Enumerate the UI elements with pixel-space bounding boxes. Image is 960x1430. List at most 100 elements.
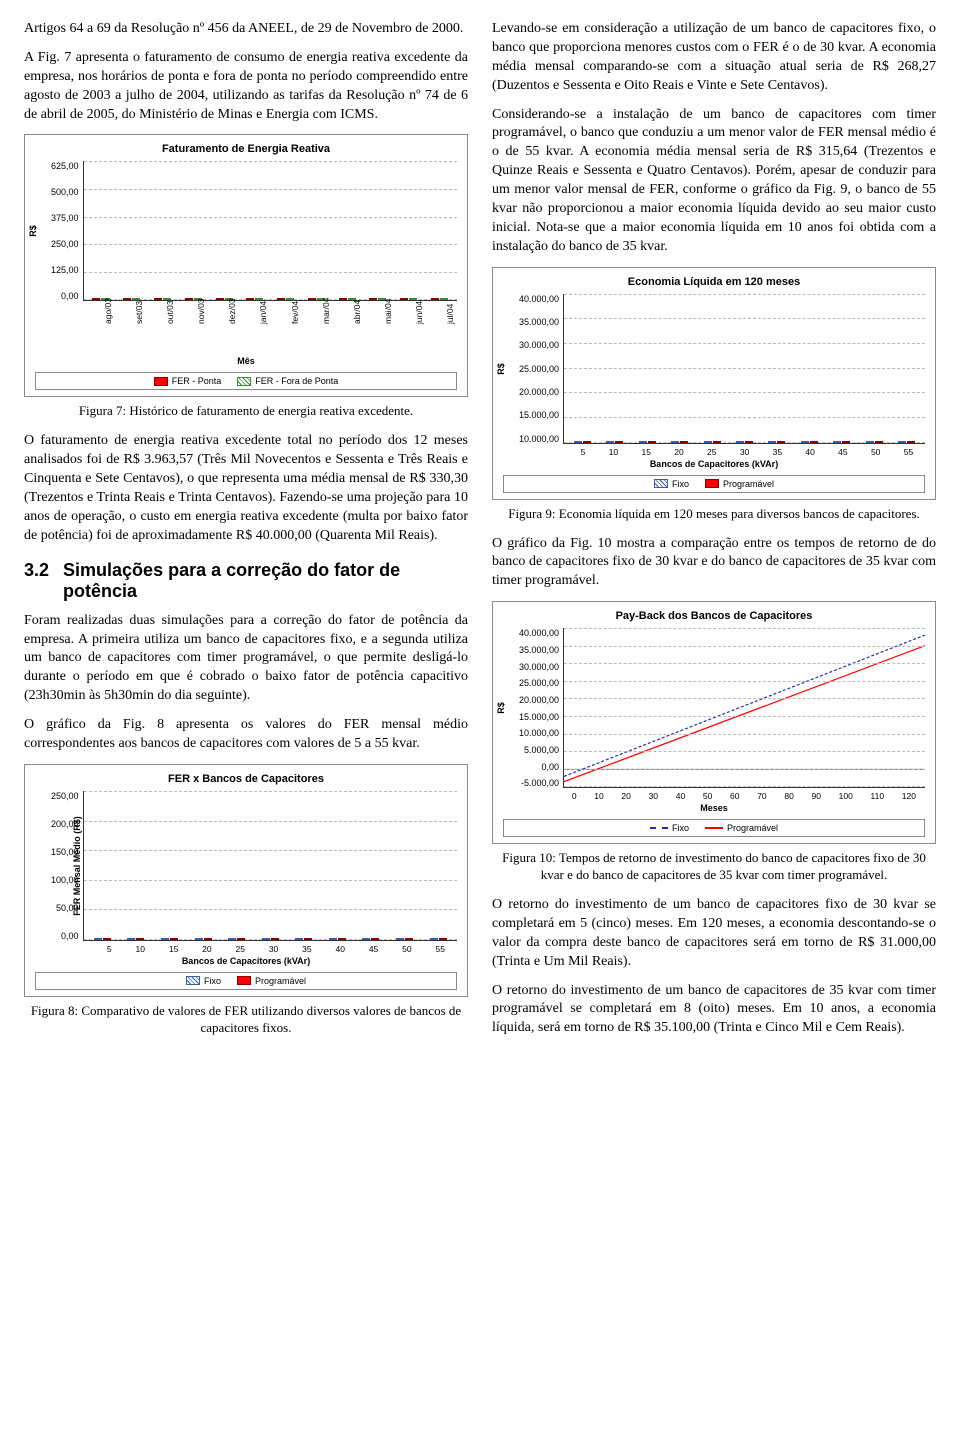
bar bbox=[204, 938, 212, 940]
x-tick: 40 bbox=[676, 791, 685, 801]
x-tick: jul/04 bbox=[427, 312, 455, 324]
x-tick: 50 bbox=[402, 944, 411, 954]
x-tick: fev/04 bbox=[272, 312, 300, 324]
legend: Fixo Programável bbox=[503, 475, 925, 493]
fig8-chart: FER x Bancos de Capacitores FER Mensal M… bbox=[24, 764, 468, 997]
y-tick: 15.000,00 bbox=[519, 410, 559, 420]
bar bbox=[262, 938, 270, 940]
x-tick: 55 bbox=[435, 944, 444, 954]
legend-label: Programável bbox=[723, 479, 774, 489]
bar bbox=[339, 298, 347, 300]
x-tick: 10 bbox=[136, 944, 145, 954]
bar-group bbox=[228, 938, 245, 940]
y-tick: 375,00 bbox=[51, 213, 79, 223]
bar bbox=[185, 298, 193, 300]
x-tick: jan/04 bbox=[240, 312, 268, 324]
bar bbox=[430, 938, 438, 940]
bar bbox=[338, 938, 346, 940]
bar-group bbox=[431, 298, 448, 300]
x-tick: dez/03 bbox=[209, 312, 237, 324]
bar-group bbox=[606, 441, 623, 443]
bar bbox=[680, 441, 688, 443]
bar bbox=[671, 441, 679, 443]
legend-label: Programável bbox=[727, 823, 778, 833]
bar bbox=[246, 298, 254, 300]
y-tick: 250,00 bbox=[51, 239, 79, 249]
bar bbox=[574, 441, 582, 443]
x-tick: 50 bbox=[703, 791, 712, 801]
x-tick: 70 bbox=[757, 791, 766, 801]
bar bbox=[161, 938, 169, 940]
y-tick: 35.000,00 bbox=[519, 317, 559, 327]
y-tick: 0,00 bbox=[61, 931, 79, 941]
fig9-chart: Economia Líquida em 120 meses R$ 40.000,… bbox=[492, 267, 936, 500]
para: O gráfico da Fig. 10 mostra a comparação… bbox=[492, 535, 936, 592]
bar-group bbox=[801, 441, 818, 443]
bar bbox=[606, 441, 614, 443]
bar bbox=[431, 298, 439, 300]
x-tick: 5 bbox=[581, 447, 586, 457]
swatch-icon bbox=[654, 479, 668, 488]
x-tick: 120 bbox=[902, 791, 916, 801]
bar bbox=[713, 441, 721, 443]
figure-caption: Figura 7: Histórico de faturamento de en… bbox=[24, 403, 468, 420]
x-tick: nov/03 bbox=[178, 312, 206, 324]
swatch-icon bbox=[186, 976, 200, 985]
bar-group bbox=[94, 938, 111, 940]
bar bbox=[362, 938, 370, 940]
bar bbox=[745, 441, 753, 443]
figure-caption: Figura 8: Comparativo de valores de FER … bbox=[24, 1003, 468, 1037]
figure-caption: Figura 10: Tempos de retorno de investim… bbox=[492, 850, 936, 884]
bar bbox=[154, 298, 162, 300]
y-axis-label: FER Mensal Médio (R$) bbox=[72, 816, 82, 916]
x-tick: 50 bbox=[871, 447, 880, 457]
y-axis-label: R$ bbox=[496, 702, 506, 714]
y-axis: 40.000,0035.000,0030.000,0025.000,0020.0… bbox=[519, 628, 563, 788]
right-column: Levando-se em consideração a utilização … bbox=[492, 20, 936, 1049]
bar bbox=[440, 298, 448, 300]
x-tick: 30 bbox=[740, 447, 749, 457]
y-tick: 0,00 bbox=[542, 762, 560, 772]
fig7-chart: Faturamento de Energia Reativa R$ 625,00… bbox=[24, 134, 468, 397]
bar bbox=[195, 938, 203, 940]
x-tick: 15 bbox=[641, 447, 650, 457]
y-tick: 20.000,00 bbox=[519, 387, 559, 397]
para: O retorno do investimento de um banco de… bbox=[492, 896, 936, 972]
legend: Fixo Programável bbox=[503, 819, 925, 837]
chart-title: Faturamento de Energia Reativa bbox=[35, 143, 457, 155]
legend: FER - Ponta FER - Fora de Ponta bbox=[35, 372, 457, 390]
y-tick: 15.000,00 bbox=[519, 712, 559, 722]
bar bbox=[768, 441, 776, 443]
bar-group bbox=[639, 441, 656, 443]
para: Foram realizadas duas simulações para a … bbox=[24, 612, 468, 706]
para: A Fig. 7 apresenta o faturamento de cons… bbox=[24, 49, 468, 125]
bar bbox=[875, 441, 883, 443]
bar bbox=[237, 938, 245, 940]
bar bbox=[127, 938, 135, 940]
bar bbox=[898, 441, 906, 443]
bar-group bbox=[362, 938, 379, 940]
bar bbox=[648, 441, 656, 443]
bar bbox=[295, 938, 303, 940]
y-axis: 40.000,0035.000,0030.000,0025.000,0020.0… bbox=[519, 294, 563, 444]
bar bbox=[170, 938, 178, 940]
x-axis-label: Meses bbox=[503, 803, 925, 813]
chart-title: Economia Líquida em 120 meses bbox=[503, 276, 925, 288]
legend-label: Fixo bbox=[204, 976, 221, 986]
x-tick: 30 bbox=[269, 944, 278, 954]
bar bbox=[704, 441, 712, 443]
bar bbox=[103, 938, 111, 940]
x-tick: ago/03 bbox=[85, 312, 113, 324]
x-tick: set/03 bbox=[116, 312, 144, 324]
bar bbox=[736, 441, 744, 443]
chart-title: Pay-Back dos Bancos de Capacitores bbox=[503, 610, 925, 622]
bar bbox=[907, 441, 915, 443]
bar bbox=[583, 441, 591, 443]
bar-group bbox=[295, 938, 312, 940]
bar bbox=[136, 938, 144, 940]
bar bbox=[639, 441, 647, 443]
bar-group bbox=[704, 441, 721, 443]
x-axis-label: Bancos de Capacitores (kVAr) bbox=[35, 956, 457, 966]
y-tick: 40.000,00 bbox=[519, 628, 559, 638]
y-tick: 5.000,00 bbox=[524, 745, 559, 755]
